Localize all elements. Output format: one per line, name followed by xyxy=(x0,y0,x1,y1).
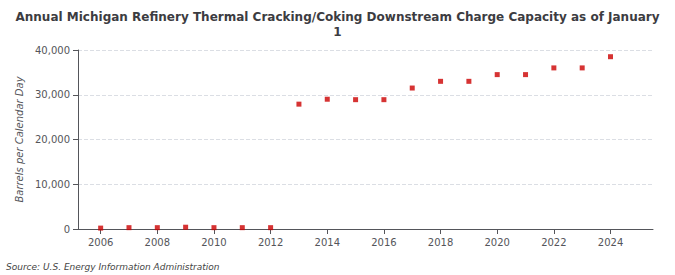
svg-text:20,000: 20,000 xyxy=(35,134,70,145)
svg-text:0: 0 xyxy=(64,224,70,235)
svg-text:30,000: 30,000 xyxy=(35,89,70,100)
svg-text:2010: 2010 xyxy=(201,237,226,248)
svg-text:1: 1 xyxy=(333,25,341,39)
svg-text:2006: 2006 xyxy=(88,237,113,248)
svg-text:10,000: 10,000 xyxy=(35,179,70,190)
svg-text:2018: 2018 xyxy=(428,237,453,248)
svg-text:2022: 2022 xyxy=(541,237,566,248)
svg-text:Barrels per Calendar Day: Barrels per Calendar Day xyxy=(14,75,25,202)
svg-text:2020: 2020 xyxy=(484,237,509,248)
svg-text:2012: 2012 xyxy=(258,237,283,248)
svg-text:Source: U.S. Energy Informatio: Source: U.S. Energy Information Administ… xyxy=(6,262,220,272)
svg-text:40,000: 40,000 xyxy=(35,45,70,56)
svg-text:2014: 2014 xyxy=(315,237,340,248)
svg-text:2008: 2008 xyxy=(145,237,170,248)
svg-text:Annual Michigan Refinery Therm: Annual Michigan Refinery Thermal Crackin… xyxy=(15,10,659,24)
svg-text:2016: 2016 xyxy=(371,237,396,248)
svg-text:2024: 2024 xyxy=(598,237,623,248)
